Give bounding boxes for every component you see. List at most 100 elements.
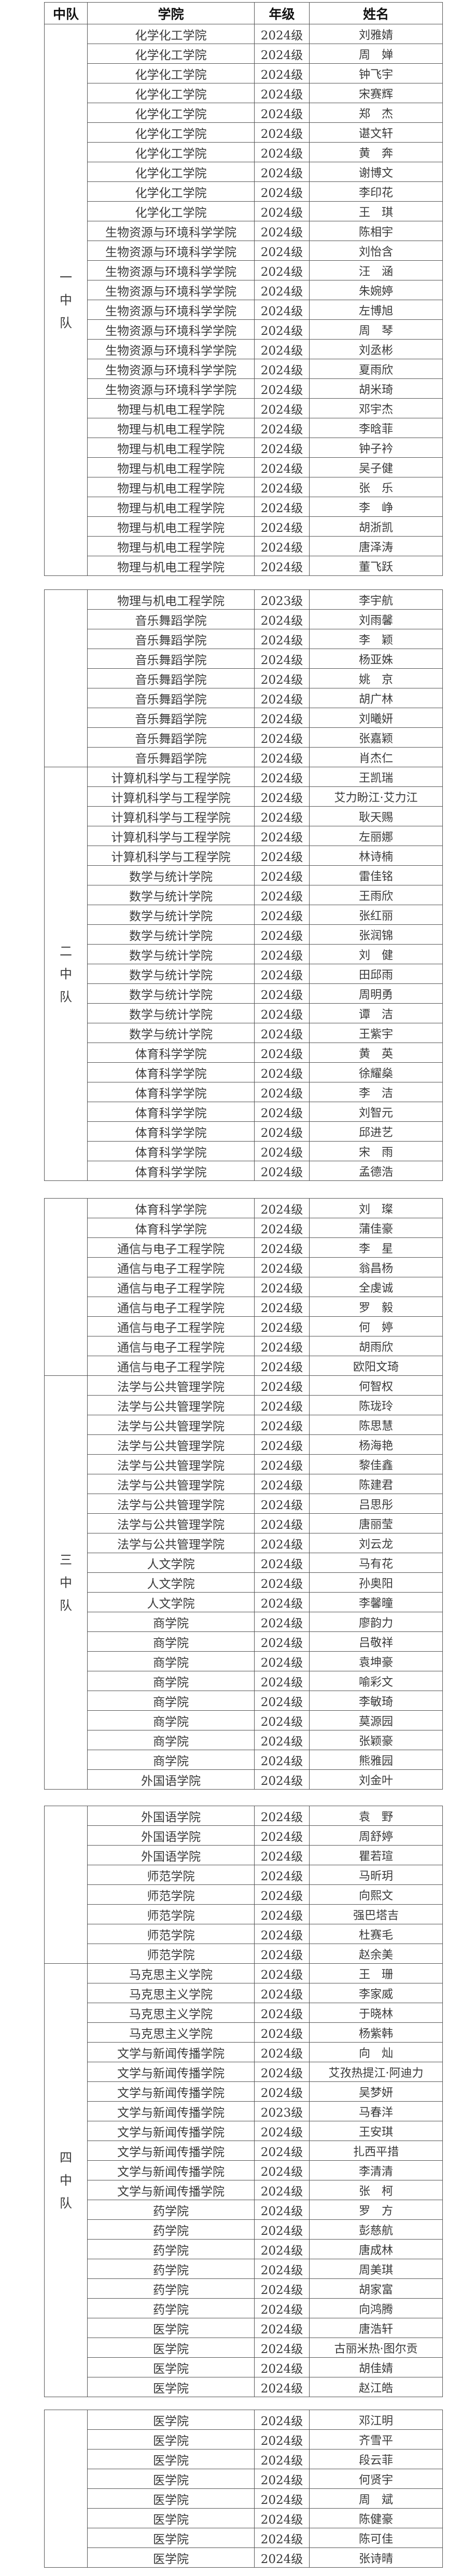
grade-cell: 2024级 <box>254 2377 310 2397</box>
college-cell: 药学院 <box>87 2278 255 2299</box>
grade-cell: 2024级 <box>254 1513 310 1533</box>
grade-cell: 2024级 <box>254 516 310 537</box>
college-cell: 体育科学学院 <box>87 1121 255 1142</box>
college-cell: 计算机科学与工程学院 <box>87 767 255 787</box>
grade-cell: 2024级 <box>254 2278 310 2299</box>
grade-cell: 2024级 <box>254 300 310 320</box>
table-row: 物理与机电工程学院 2024级 胡浙凯 <box>45 516 443 537</box>
college-cell: 生物资源与环境科学学院 <box>87 221 255 241</box>
name-cell: 马有花 <box>309 1553 443 1573</box>
name-cell: 谢博文 <box>309 162 443 182</box>
name-cell: 张嘉颖 <box>309 727 443 748</box>
college-cell: 数学与统计学院 <box>87 885 255 905</box>
college-cell: 医学院 <box>87 2410 255 2430</box>
table-row: 数学与统计学院 2024级谭 洁 <box>45 1003 443 1023</box>
name-cell: 张红丽 <box>309 905 443 925</box>
name-cell: 朱婉婷 <box>309 280 443 300</box>
table-row: 体育科学学院 2024级 徐耀燊 <box>45 1062 443 1082</box>
college-cell: 医学院 <box>87 2469 255 2489</box>
grade-cell: 2024级 <box>254 1415 310 1435</box>
college-cell: 计算机科学与工程学院 <box>87 826 255 846</box>
name-cell: 罗 毅 <box>309 1297 443 1317</box>
college-cell: 医学院 <box>87 2508 255 2528</box>
table-row: 师范学院 2024级 强巴塔吉 <box>45 1904 443 1924</box>
name-cell: 向熙文 <box>309 1884 443 1905</box>
name-cell: 于晓林 <box>309 2003 443 2023</box>
grade-cell: 2024级 <box>254 2547 310 2568</box>
grade-cell: 2024级 <box>254 846 310 866</box>
table-row: 数学与统计学院 2024级 张红丽 <box>45 905 443 925</box>
grade-cell: 2024级 <box>254 378 310 399</box>
table-row: 外国语学院 2024级 瞿若瑄 <box>45 1845 443 1865</box>
name-cell: 邓江明 <box>309 2410 443 2430</box>
grade-cell: 2024级 <box>254 1884 310 1905</box>
name-cell: 李家威 <box>309 1983 443 2003</box>
grade-cell: 2024级 <box>254 2410 310 2430</box>
team-label: 二中队 <box>60 944 72 1004</box>
name-cell: 李清清 <box>309 2160 443 2180</box>
college-cell: 音乐舞蹈学院 <box>87 609 255 629</box>
table-row: 生物资源与环境科学学院 2024级 朱婉婷 <box>45 280 443 300</box>
grade-cell: 2024级 <box>254 806 310 826</box>
name-cell: 胡广林 <box>309 688 443 708</box>
grade-cell: 2024级 <box>254 1003 310 1023</box>
grade-cell: 2024级 <box>254 1237 310 1258</box>
table-row: 医学院 2024级 陈健豪 <box>45 2508 443 2528</box>
grade-cell: 2024级 <box>254 398 310 418</box>
college-cell: 医学院 <box>87 2357 255 2377</box>
college-cell: 法学与公共管理学院 <box>87 1415 255 1435</box>
grade-cell: 2024级 <box>254 497 310 517</box>
table-row: 文学与新闻传播学院 2024级 王安琪 <box>45 2121 443 2141</box>
table-row: 数学与统计学院 2024级 张润锦 <box>45 924 443 945</box>
name-cell: 艾孜热提江·阿迪力 <box>309 2062 443 2082</box>
table-row: 生物资源与环境科学学院 2024级 胡米琦 <box>45 378 443 399</box>
college-cell: 师范学院 <box>87 1865 255 1885</box>
college-cell: 药学院 <box>87 2219 255 2240</box>
name-cell: 全虔诚 <box>309 1277 443 1297</box>
name-cell: 雷佳铭 <box>309 865 443 885</box>
college-cell: 医学院 <box>87 2429 255 2450</box>
team-label: 四中队 <box>60 2150 72 2211</box>
name-cell: 唐泽涛 <box>309 536 443 556</box>
grade-cell: 2024级 <box>254 1082 310 1102</box>
name-cell: 杜赛毛 <box>309 1924 443 1944</box>
name-cell: 胡家富 <box>309 2278 443 2299</box>
roster-table: 体育科学学院 2024级刘 璨体育科学学院 2024级 蒲佳豪 通信与电子工程学院 202… <box>44 1198 443 1790</box>
college-cell: 生物资源与环境科学学院 <box>87 378 255 399</box>
table-row: 体育科学学院 2024级 蒲佳豪 <box>45 1218 443 1238</box>
college-cell: 通信与电子工程学院 <box>87 1297 255 1317</box>
name-cell: 邓宇杰 <box>309 398 443 418</box>
grade-cell: 2024级 <box>254 1691 310 1711</box>
college-cell: 人文学院 <box>87 1572 255 1593</box>
grade-cell: 2024级 <box>254 2062 310 2082</box>
college-cell: 人文学院 <box>87 1553 255 1573</box>
name-cell: 周 斌 <box>309 2488 443 2509</box>
grade-cell: 2024级 <box>254 280 310 300</box>
grade-cell: 2024级 <box>254 1533 310 1553</box>
grade-cell: 2024级 <box>254 1592 310 1612</box>
grade-cell: 2024级 <box>254 556 310 576</box>
grade-cell: 2024级 <box>254 2259 310 2279</box>
name-cell: 刘智元 <box>309 1102 443 1122</box>
table-row: 医学院 2024级 段云菲 <box>45 2449 443 2469</box>
grade-cell: 2024级 <box>254 708 310 728</box>
grade-cell: 2024级 <box>254 1121 310 1142</box>
table-row: 一中队 化学化工学院 2024级 刘雅婧 <box>44 24 443 576</box>
name-cell: 李印花 <box>309 181 443 202</box>
name-cell: 张 柯 <box>309 2180 443 2200</box>
name-cell: 肖杰仁 <box>309 747 443 767</box>
name-cell: 瞿若瑄 <box>309 1845 443 1865</box>
grade-cell: 2024级 <box>254 2488 310 2509</box>
college-cell: 师范学院 <box>87 1904 255 1924</box>
college-cell: 生物资源与环境科学学院 <box>87 300 255 320</box>
college-cell: 法学与公共管理学院 <box>87 1494 255 1514</box>
grade-cell: 2024级 <box>254 1141 310 1161</box>
table-row: 文学与新闻传播学院 2024级向 灿 <box>45 2042 443 2062</box>
grade-cell: 2024级 <box>254 83 310 103</box>
college-cell: 文学与新闻传播学院 <box>87 2160 255 2180</box>
grade-cell: 2024级 <box>254 438 310 458</box>
college-cell: 化学化工学院 <box>87 63 255 83</box>
grade-cell: 2024级 <box>254 2357 310 2377</box>
college-cell: 商学院 <box>87 1750 255 1770</box>
grade-cell: 2024级 <box>254 1983 310 2003</box>
